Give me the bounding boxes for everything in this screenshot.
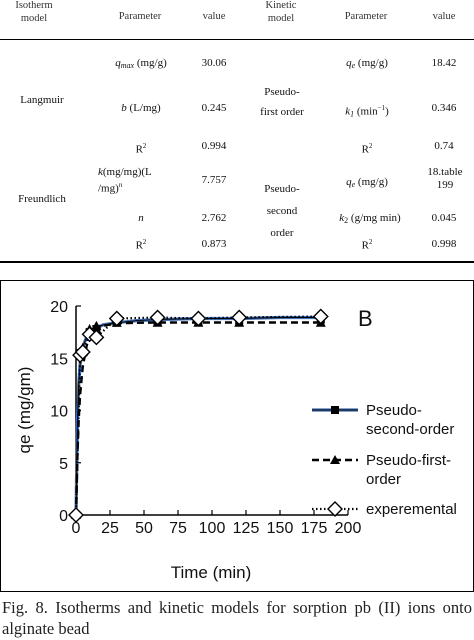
param-r2-langmuir: R2 (135, 142, 147, 156)
legend-pso-marker (331, 406, 339, 414)
chart-legend: Pseudo-second-order Pseudo-first-order exp… (312, 402, 457, 518)
value-qe-pso: 18.table 199 (427, 166, 463, 191)
value-qmax: 30.06 (201, 57, 227, 69)
legend-pfo-marker (330, 455, 340, 464)
param-k1: k1 (min−1) (345, 104, 389, 119)
experimental-curve (74, 315, 321, 516)
value-b: 0.245 (201, 102, 227, 114)
x-tick-label: 200 (335, 520, 362, 537)
param-qe-pso: qe (mg/g) (346, 176, 388, 189)
header-isotherm-model: Isotherm model (15, 0, 53, 24)
x-tick-label: 50 (135, 520, 153, 537)
value-r2-pfo: 0.74 (434, 140, 454, 152)
y-axis-label: qe (mg/gm) (15, 367, 34, 454)
pfo-curve (74, 321, 321, 516)
experimental-marker (108, 310, 125, 327)
experimental-marker (68, 507, 84, 523)
header-parameter-right: Parameter (344, 11, 388, 22)
isotherm-model-langmuir: Langmuir (20, 94, 64, 106)
header-parameter-left: Parameter (118, 11, 162, 22)
figure-caption: Fig. 8. Isotherms and kinetic models for… (2, 598, 472, 638)
y-tick-label: 0 (59, 508, 68, 525)
experimental-marker (312, 308, 329, 325)
legend-experimental-marker (327, 501, 343, 517)
experimental-marker (231, 309, 248, 326)
value-r2-pso: 0.998 (431, 238, 457, 250)
y-tick-label: 10 (50, 404, 68, 421)
y-tick-label: 15 (50, 351, 68, 368)
chart-series (68, 308, 329, 523)
isotherm-model-freundlich: Freundlich (18, 193, 66, 205)
pfo-marker (91, 320, 102, 330)
x-tick-label: 100 (199, 520, 226, 537)
param-k2: k2 (g/mg min) (339, 212, 401, 225)
x-tick-label: 150 (267, 520, 294, 537)
experimental-marker (74, 343, 91, 360)
legend-pso-label: Pseudo-second-order (366, 402, 454, 438)
param-b: b (L/mg) (121, 102, 161, 114)
header-value-left: value (202, 11, 226, 22)
x-tick-label: 0 (72, 520, 81, 537)
param-k: k(mg/mg)(L/mg)n (98, 166, 152, 195)
x-tick-label: 125 (233, 520, 260, 537)
legend-experimental-label: experemental (366, 501, 457, 518)
x-tick-label: 25 (101, 520, 119, 537)
panel-label: B (358, 306, 373, 331)
x-tick-label: 175 (301, 520, 328, 537)
value-n: 2.762 (201, 212, 227, 224)
experimental-marker (149, 309, 166, 326)
experimental-marker (88, 329, 105, 346)
value-r2-freundlich: 0.873 (201, 238, 227, 250)
param-r2-freundlich: R2 (135, 238, 147, 252)
header-value-right: value (432, 11, 456, 22)
value-qe-pfo: 18.42 (431, 57, 457, 69)
y-tick-label: 5 (59, 456, 68, 473)
param-n: n (138, 212, 144, 224)
kinetic-model-pso: Pseudo- second order (264, 183, 300, 239)
header-rule (0, 39, 474, 40)
experimental-marker (190, 310, 207, 327)
parameters-table: Isotherm model Parameter value Kinetic m… (0, 0, 474, 263)
param-r2-pso: R2 (361, 238, 373, 252)
header-kinetic-model: Kinetic model (265, 0, 297, 24)
y-tick-label: 20 (50, 299, 68, 316)
param-qmax: qmax (mg/g) (115, 57, 167, 70)
legend-pfo-label: Pseudo-first-order (366, 452, 451, 488)
value-r2-langmuir: 0.994 (201, 140, 227, 152)
x-tick-label: 75 (169, 520, 187, 537)
value-k1: 0.346 (431, 102, 457, 114)
param-qe-pfo: qe (mg/g) (346, 57, 388, 70)
value-k: 7.757 (201, 174, 227, 186)
param-r2-pfo: R2 (361, 142, 373, 156)
table-bottom-rule (0, 261, 474, 263)
kinetic-model-pfo: Pseudo- first order (260, 86, 304, 118)
x-axis-label: Time (min) (171, 563, 252, 582)
value-k2: 0.045 (431, 212, 457, 224)
